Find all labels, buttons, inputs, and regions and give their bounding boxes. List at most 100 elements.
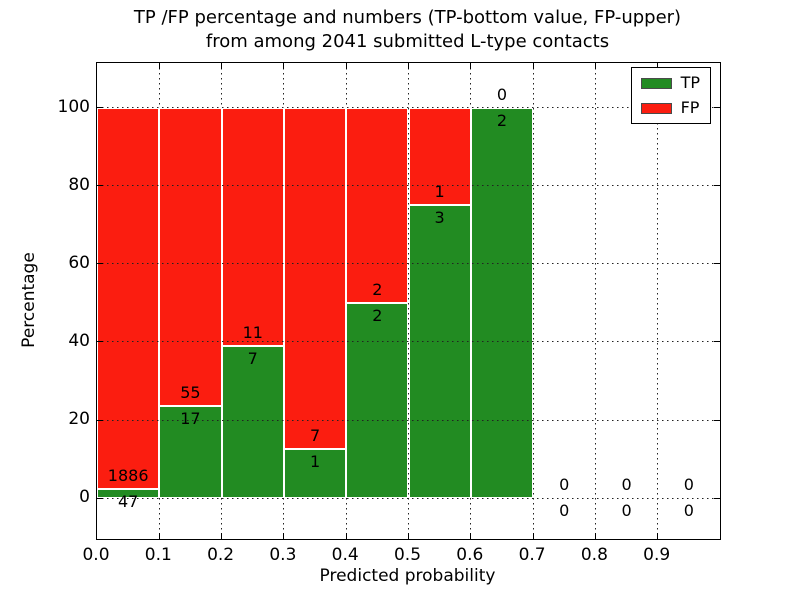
bar-segment-tp <box>470 107 534 499</box>
gridline-vertical <box>594 63 596 539</box>
x-tick-mark-top <box>470 63 472 69</box>
x-tick-mark <box>470 533 472 539</box>
bar-segment-fp <box>283 107 347 450</box>
x-tick-label: 0.1 <box>144 545 172 565</box>
x-tick-mark-top <box>594 63 596 69</box>
bar-count-label-fp: 7 <box>309 426 321 446</box>
bar-segment-tp <box>159 405 222 499</box>
x-tick-label: 0.5 <box>393 545 422 565</box>
gridline-horizontal <box>97 341 720 343</box>
bar-count-label-tp: 3 <box>434 208 445 228</box>
x-tick-mark-top <box>532 63 534 69</box>
bar-count-label-tp: 7 <box>247 349 258 369</box>
bar-segment-tp <box>221 346 284 499</box>
bar-segment-fp <box>408 107 471 206</box>
x-tick-mark <box>158 533 160 539</box>
x-tick-mark <box>345 533 347 539</box>
bar-count-label-tp: 1 <box>309 452 321 472</box>
bar-count-label-fp: 0 <box>683 475 694 495</box>
legend-label: TP <box>680 73 700 92</box>
x-tick-mark <box>408 533 409 539</box>
bar-segment-fp <box>221 107 284 347</box>
legend-item: FP <box>640 98 700 117</box>
gridline-horizontal <box>97 419 720 421</box>
bar-count-label-tp: 17 <box>180 408 201 428</box>
y-tick-label: 20 <box>68 409 90 429</box>
x-tick-label: 0.0 <box>82 545 110 565</box>
gridline-horizontal <box>97 263 720 265</box>
bar-segment-tp <box>283 449 347 499</box>
bar-count-label-tp: 0 <box>683 501 694 521</box>
bar-count-label-fp: 0 <box>621 475 632 495</box>
x-tick-mark <box>221 533 223 539</box>
bar-segment-tp <box>408 205 471 499</box>
x-tick-mark-top <box>221 63 223 69</box>
y-tick-mark-right <box>714 107 720 109</box>
bar-count-label-fp: 0 <box>559 475 570 495</box>
x-tick-mark-top <box>283 63 285 69</box>
bar-count-label-tp: 2 <box>372 305 383 325</box>
y-tick-mark-right <box>714 419 720 421</box>
x-tick-label: 0.2 <box>207 545 235 565</box>
x-tick-mark <box>532 533 534 539</box>
chart-title: TP /FP percentage and numbers (TP-bottom… <box>96 6 719 54</box>
y-axis-label: Percentage <box>19 252 39 348</box>
x-tick-label: 0.6 <box>456 545 484 565</box>
chart-title-line2: from among 2041 submitted L-type contact… <box>205 31 610 52</box>
x-tick-mark <box>283 533 285 539</box>
gridline-vertical <box>657 63 659 539</box>
gridline-horizontal <box>97 107 720 109</box>
plot-area: TP FP 1886 47 55 17 11 7 7 1 2 2 1 3 0 2 0 0 0 0 0 0 <box>96 62 721 540</box>
x-tick-label: 0.3 <box>269 545 297 565</box>
bar-count-label-tp: 2 <box>496 110 508 130</box>
gridline-horizontal <box>97 185 720 187</box>
legend-item: TP <box>640 73 700 92</box>
bar-segment-fp <box>97 107 160 489</box>
bar-count-label-fp: 2 <box>372 279 383 299</box>
gridline-vertical <box>532 63 534 539</box>
legend: TP FP <box>630 67 711 124</box>
bar-count-label-fp: 0 <box>496 84 508 104</box>
x-tick-label: 0.8 <box>580 545 608 565</box>
bar-count-label-fp: 55 <box>180 382 201 402</box>
y-tick-label: 60 <box>68 252 90 273</box>
x-tick-mark-top <box>158 63 160 69</box>
bar-segment-fp <box>159 107 222 406</box>
y-tick-mark-right <box>714 497 720 499</box>
x-tick-mark <box>594 533 596 539</box>
y-tick-mark <box>97 419 103 421</box>
x-tick-label: 0.4 <box>331 545 359 565</box>
bar-count-label-tp: 47 <box>117 491 139 511</box>
y-tick-mark <box>97 341 103 343</box>
y-tick-mark-right <box>714 263 720 265</box>
y-tick-mark <box>97 263 103 265</box>
x-axis-label: Predicted probability <box>319 566 496 586</box>
y-tick-label: 80 <box>68 174 90 195</box>
y-tick-mark <box>97 497 103 499</box>
bar-segment-tp <box>97 488 160 499</box>
bar-count-label-tp: 0 <box>621 501 632 521</box>
x-tick-label: 0.9 <box>643 545 671 565</box>
y-tick-mark <box>97 107 103 109</box>
y-tick-mark <box>97 185 103 187</box>
bar-count-label-tp: 0 <box>559 501 570 521</box>
y-tick-label: 100 <box>57 96 90 117</box>
legend-swatch-fp <box>640 102 672 114</box>
bar-count-label-fp: 1 <box>434 182 445 202</box>
chart-title-line1: TP /FP percentage and numbers (TP-bottom… <box>133 7 682 28</box>
x-tick-mark-top <box>657 63 659 69</box>
x-tick-label: 0.7 <box>518 545 546 565</box>
gridline-horizontal <box>97 497 720 499</box>
x-tick-mark-top <box>408 63 409 69</box>
y-tick-mark-right <box>714 341 720 343</box>
bar-count-label-fp: 1886 <box>107 465 149 485</box>
x-tick-mark <box>657 533 659 539</box>
bar-segment-tp <box>346 302 409 499</box>
legend-swatch-tp <box>640 77 672 89</box>
x-tick-mark-top <box>345 63 347 69</box>
y-tick-mark-right <box>714 185 720 187</box>
legend-label: FP <box>680 98 700 117</box>
y-tick-label: 40 <box>68 330 90 351</box>
bar-segment-fp <box>346 107 409 303</box>
